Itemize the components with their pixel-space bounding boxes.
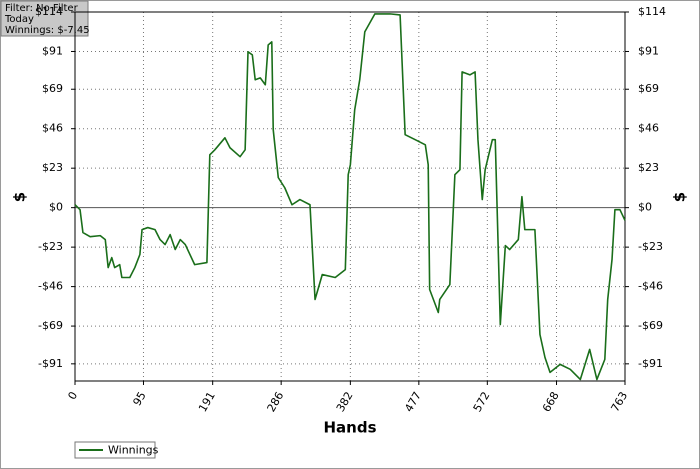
y2-tick-label: -$91: [638, 357, 663, 370]
y2-axis-title: $: [671, 192, 689, 202]
y2-tick-label: $91: [638, 44, 659, 57]
legend-label: Winnings: [108, 444, 159, 457]
series-line: [74, 13, 626, 381]
y-tick-label: $69: [42, 82, 63, 95]
info-line: Winnings: $-7.45: [5, 25, 90, 36]
y2-tick-label: $46: [638, 122, 659, 135]
info-line: Today: [4, 14, 34, 25]
y-tick-label: -$69: [38, 319, 63, 332]
y2-tick-label: -$46: [638, 280, 663, 293]
y-tick-label: $91: [42, 44, 63, 57]
legend-box: [74, 441, 156, 459]
x-tick-label: 95: [130, 390, 148, 409]
x-axis-title: Hands: [323, 419, 376, 437]
y-tick-label: $0: [49, 201, 63, 214]
info-line: Filter: No Filter: [5, 3, 79, 14]
y-tick-label: -$91: [38, 357, 63, 370]
info-box: Filter: No Filter Today Winnings: $-7.45: [0, 0, 90, 37]
info-box-bg: [0, 0, 89, 37]
y2-tick-label: -$23: [638, 240, 663, 253]
y-axis-title: $: [11, 192, 29, 202]
y2-tick-label: $69: [638, 82, 659, 95]
y2-tick-label: $0: [638, 201, 652, 214]
y-tick-label: -$23: [38, 240, 63, 253]
y2-tick-label: $114: [638, 5, 666, 18]
plot-frame: [74, 11, 626, 382]
y-tick-label: $46: [42, 122, 63, 135]
y2-tick-label: -$69: [638, 319, 663, 332]
y-tick-label: $114: [35, 5, 63, 18]
y2-tick-label: $23: [638, 161, 659, 174]
y-tick-label: $23: [42, 161, 63, 174]
y-tick-label: -$46: [38, 280, 63, 293]
